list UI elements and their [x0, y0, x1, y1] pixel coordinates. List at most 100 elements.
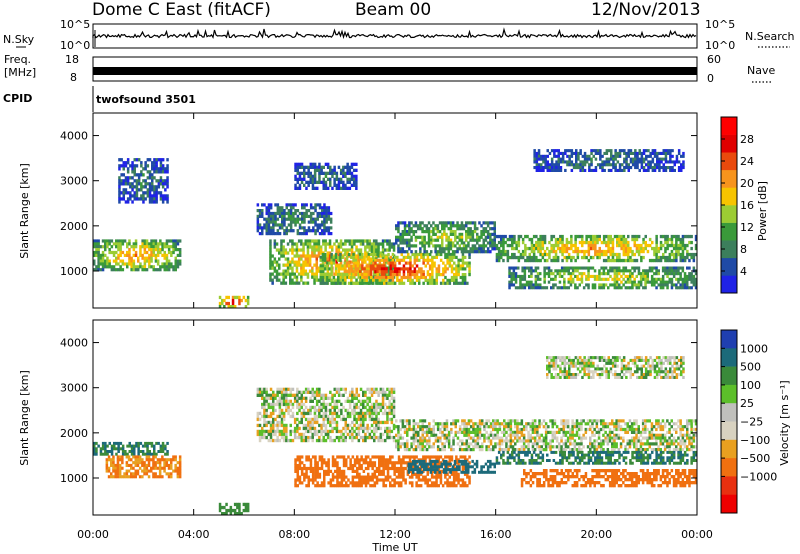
echo-cell — [379, 438, 383, 443]
echo-cell — [592, 168, 595, 172]
echo-cell — [282, 429, 286, 434]
echo-cell — [318, 429, 321, 434]
echo-cell — [321, 264, 325, 268]
echo-cell — [104, 245, 107, 249]
echo-cell — [306, 281, 310, 285]
echo-cell — [342, 438, 345, 443]
echo-cell — [256, 223, 260, 227]
echo-cell — [291, 260, 294, 264]
echo-cell — [359, 242, 363, 246]
echo-cell — [296, 402, 299, 407]
echo-cell — [141, 239, 144, 243]
echo-cell — [635, 237, 639, 242]
echo-cell — [550, 277, 553, 281]
echo-cell — [513, 240, 516, 245]
echo-cell — [292, 214, 295, 218]
echo-cell — [148, 253, 151, 257]
echo-cell — [313, 426, 317, 431]
echo-cell — [563, 283, 566, 287]
echo-cell — [550, 234, 553, 239]
echo-cell — [314, 469, 317, 473]
echo-cell — [164, 188, 167, 192]
echo-cell — [461, 278, 465, 282]
echo-cell — [554, 237, 558, 242]
echo-cell — [419, 227, 422, 231]
echo-cell — [327, 461, 330, 465]
echo-cell — [267, 206, 271, 210]
echo-cell — [537, 163, 541, 167]
echo-cell — [675, 252, 678, 257]
echo-cell — [346, 251, 349, 255]
echo-cell — [585, 157, 589, 161]
echo-cell — [484, 244, 488, 248]
echo-cell — [370, 245, 374, 249]
echo-cell — [161, 475, 164, 479]
echo-cell — [493, 244, 496, 248]
echo-cell — [626, 286, 630, 290]
echo-cell — [370, 417, 374, 422]
echo-cell — [335, 435, 339, 440]
echo-cell — [164, 447, 167, 451]
echo-cell — [588, 157, 591, 161]
echo-cell — [132, 472, 135, 476]
echo-cell — [246, 298, 250, 303]
echo-cell — [348, 390, 352, 394]
echo-cell — [133, 452, 136, 456]
echo-cell — [521, 277, 524, 281]
echo-cell — [542, 154, 545, 158]
echo-cell — [631, 272, 634, 276]
beam-title: Beam 00 — [355, 0, 431, 20]
echo-cell — [638, 157, 641, 161]
echo-cell — [442, 267, 445, 271]
echo-cell — [320, 438, 323, 443]
echo-cell — [626, 274, 630, 278]
echo-cell — [523, 277, 527, 281]
echo-cell — [398, 261, 401, 265]
echo-cell — [459, 258, 463, 262]
echo-cell — [370, 278, 374, 282]
echo-cell — [161, 253, 164, 257]
echo-cell — [614, 168, 617, 172]
echo-cell — [425, 241, 429, 245]
echo-cell — [651, 160, 655, 164]
echo-cell — [265, 435, 268, 440]
echo-cell — [333, 411, 336, 416]
echo-cell — [272, 390, 275, 394]
echo-cell — [311, 469, 315, 473]
echo-cell — [587, 243, 591, 248]
echo-cell — [598, 274, 601, 278]
echo-cell — [303, 174, 306, 178]
echo-cell — [292, 220, 295, 224]
echo-cell — [178, 455, 182, 459]
echo-cell — [357, 239, 360, 243]
echo-cell — [115, 239, 118, 243]
echo-cell — [373, 411, 376, 416]
echo-cell — [303, 206, 306, 210]
echo-cell — [355, 269, 358, 273]
echo-cell — [539, 234, 542, 239]
echo-cell — [576, 252, 580, 257]
echo-cell — [466, 264, 469, 268]
echo-cell — [99, 262, 103, 266]
echo-cell — [127, 463, 131, 467]
echo-cell — [319, 255, 322, 259]
echo-cell — [463, 273, 467, 277]
echo-cell — [320, 461, 324, 465]
echo-cell — [497, 258, 501, 263]
echo-cell — [564, 151, 567, 155]
echo-cell — [348, 165, 352, 169]
echo-cell — [589, 240, 593, 245]
echo-cell — [362, 405, 365, 410]
echo-cell — [694, 252, 697, 257]
echo-cell — [167, 268, 171, 272]
echo-cell — [557, 168, 560, 172]
echo-cell — [514, 272, 518, 276]
echo-cell — [302, 414, 306, 419]
echo-cell — [321, 220, 324, 224]
echo-cell — [611, 283, 614, 287]
power-colorbar-swatch — [721, 152, 737, 171]
echo-cell — [596, 274, 599, 278]
echo-cell — [456, 221, 459, 225]
echo-cell — [402, 275, 406, 280]
echo-cell — [357, 405, 361, 410]
